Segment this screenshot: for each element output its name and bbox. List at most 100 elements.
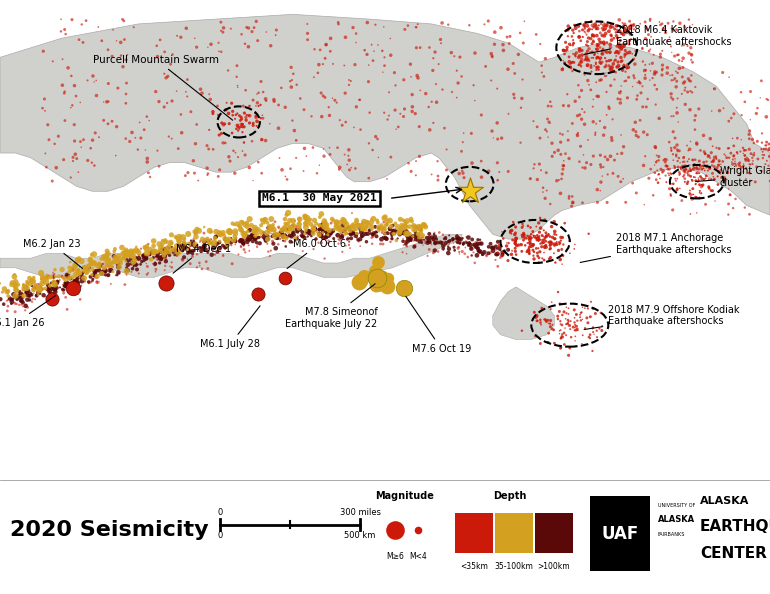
Point [447,236,459,245]
Point [270,25,283,34]
Point [712,167,725,176]
Point [209,241,222,251]
Point [15,296,28,306]
Point [310,225,322,235]
Point [604,151,617,161]
Point [536,68,548,77]
Point [35,285,47,295]
Point [383,224,396,233]
Point [684,105,696,115]
Point [221,236,233,246]
Point [588,50,601,59]
Point [455,147,467,156]
Point [291,232,303,241]
Point [293,225,306,234]
Point [593,34,605,44]
Point [574,59,586,68]
Point [2,291,15,301]
Point [86,276,99,286]
Point [203,236,215,246]
Point [594,53,607,63]
Point [42,271,55,280]
Point [149,267,162,276]
Point [250,233,263,242]
Point [486,51,498,61]
Point [387,235,399,244]
Point [394,214,407,224]
Point [261,234,273,244]
Point [317,144,330,154]
Point [293,225,305,235]
Point [694,186,706,195]
Point [571,48,583,58]
Point [758,144,770,154]
Point [717,157,729,166]
Point [598,37,610,47]
Point [742,154,754,164]
Point [248,227,260,236]
Point [465,244,477,254]
Point [189,227,201,236]
Point [591,39,603,48]
Point [67,265,79,274]
Point [213,38,225,48]
Point [687,155,699,165]
Point [178,238,190,247]
Point [324,34,336,43]
Point [576,198,588,207]
Point [239,248,251,257]
Point [672,162,685,172]
Point [693,188,705,198]
Point [554,129,566,138]
Point [537,187,549,197]
Point [84,255,96,265]
Point [521,246,534,255]
Point [567,40,579,50]
Point [554,329,566,339]
Point [512,241,524,250]
Point [596,17,608,27]
Point [554,299,566,308]
Point [419,238,431,248]
Point [563,57,575,67]
Point [139,243,151,252]
Point [286,229,299,238]
Point [390,124,402,134]
Point [179,244,191,254]
Point [38,290,50,300]
Point [539,194,551,203]
Point [192,226,205,236]
Point [126,251,139,261]
Point [127,257,139,267]
Point [410,228,422,238]
Point [98,116,110,125]
Point [668,163,681,173]
Point [159,248,171,257]
Point [598,131,610,140]
Point [443,244,455,254]
Point [171,31,183,40]
Point [400,239,412,249]
Point [313,229,326,238]
Point [407,231,419,241]
Point [101,247,113,256]
Point [544,241,556,250]
Point [413,237,426,247]
Point [618,27,631,36]
Point [386,233,398,243]
Point [567,36,579,45]
Point [75,20,88,29]
Point [405,214,417,224]
Point [213,229,226,239]
Point [571,130,583,140]
Point [689,192,701,201]
Point [378,230,390,239]
Point [594,150,607,160]
Point [639,74,651,83]
Point [316,228,329,238]
Point [436,239,448,249]
Point [558,328,571,338]
Point [685,172,697,181]
Point [671,174,684,184]
Point [69,261,81,270]
